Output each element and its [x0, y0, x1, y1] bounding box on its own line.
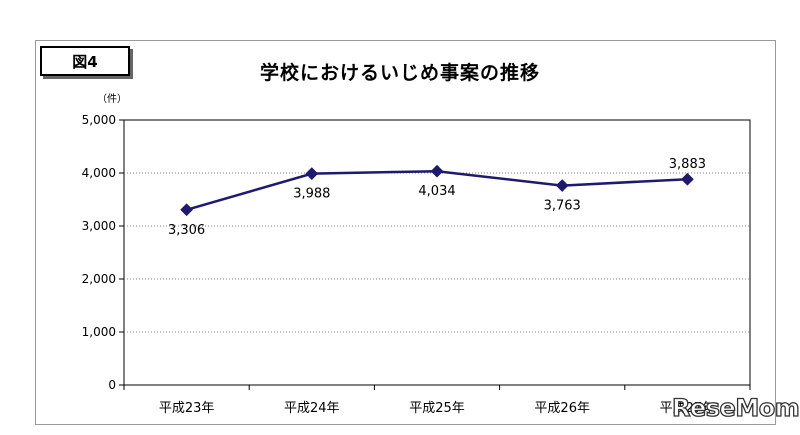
- data-label: 4,034: [418, 184, 455, 199]
- y-tick-label: 4,000: [82, 166, 116, 180]
- y-tick-label: 3,000: [82, 219, 116, 233]
- data-label: 3,763: [544, 199, 581, 214]
- y-tick-label: 0: [108, 378, 116, 392]
- y-tick-label: 1,000: [82, 325, 116, 339]
- x-tick-label: 平成24年: [284, 401, 340, 416]
- data-point: [555, 179, 569, 192]
- plot-area: [123, 119, 751, 386]
- x-tick-label: 平成25年: [409, 401, 465, 416]
- data-label: 3,988: [293, 187, 330, 202]
- y-tick-label: 5,000: [82, 113, 116, 127]
- x-tick-label: 平成26年: [534, 401, 590, 416]
- x-tick-label: 平成27年: [660, 401, 716, 416]
- data-point: [305, 167, 319, 180]
- data-point: [681, 172, 694, 186]
- chart-frame: [35, 40, 776, 425]
- y-axis-unit: （件）: [97, 93, 127, 105]
- chart-title: 学校におけるいじめ事案の推移: [259, 62, 540, 84]
- figure-label: 図4: [40, 46, 130, 76]
- x-tick-label: 平成23年: [159, 401, 215, 416]
- y-tick-label: 2,000: [82, 272, 116, 286]
- data-label: 3,306: [168, 223, 205, 238]
- data-label: 3,883: [669, 157, 706, 172]
- data-point: [430, 164, 444, 178]
- data-point: [180, 203, 193, 217]
- watermark-text: ReseMom: [671, 393, 800, 422]
- resemom-logo: ReseMom: [671, 392, 800, 432]
